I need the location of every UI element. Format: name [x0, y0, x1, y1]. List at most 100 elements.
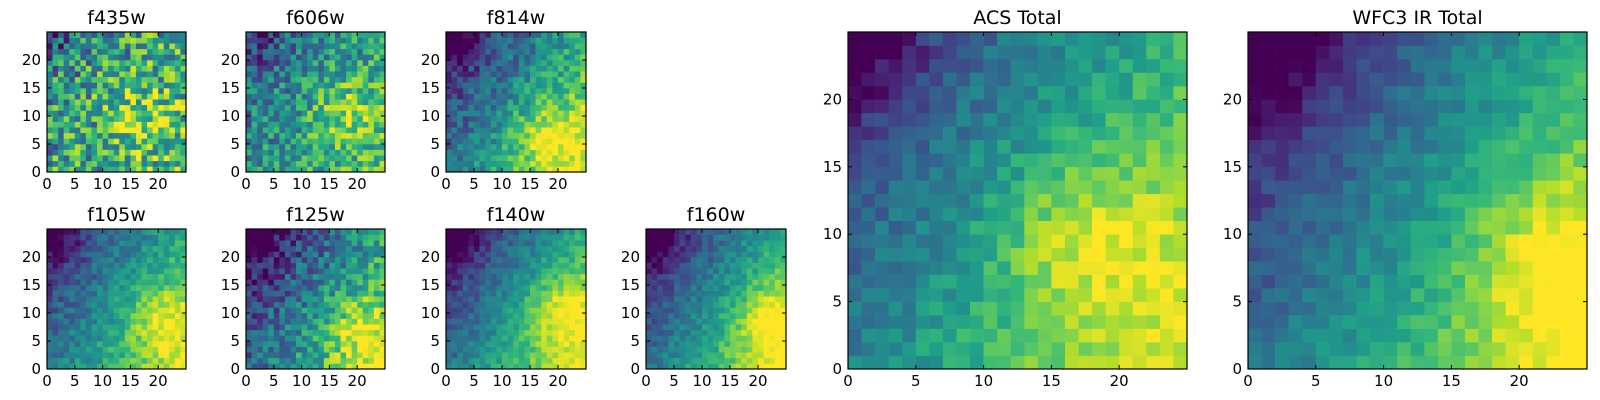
heatmap-cell — [301, 229, 308, 235]
heatmap-cell — [513, 240, 520, 247]
heatmap-cell — [468, 301, 475, 308]
heatmap-cell — [668, 346, 675, 353]
heatmap-cell — [713, 229, 720, 235]
heatmap-cell — [530, 301, 536, 308]
heatmap-cell — [246, 318, 252, 325]
heatmap-cell — [730, 363, 736, 370]
heatmap-cell — [141, 60, 148, 66]
heatmap-cell — [574, 110, 581, 117]
heatmap-cell — [262, 240, 269, 247]
heatmap-cell — [861, 342, 876, 356]
heatmap-cell — [158, 37, 165, 44]
heatmap-cell — [69, 71, 76, 78]
heatmap-cell — [713, 335, 720, 342]
heatmap-cell — [888, 180, 903, 195]
heatmap-cell — [718, 335, 725, 342]
heatmap-cell — [80, 48, 87, 55]
heatmap-cell — [135, 329, 142, 336]
heatmap-cell — [69, 149, 76, 156]
heatmap-cell — [357, 166, 364, 173]
heatmap-cell — [657, 357, 664, 364]
heatmap-cell — [108, 262, 115, 269]
heatmap-cell — [746, 257, 753, 263]
heatmap-cell — [524, 132, 531, 139]
heatmap-cell — [496, 93, 503, 100]
heatmap-cell — [52, 341, 59, 347]
heatmap-cell — [496, 245, 503, 252]
heatmap-cell — [569, 99, 576, 106]
heatmap-cell — [318, 285, 325, 291]
y-tick-label: 20 — [421, 248, 440, 266]
heatmap-cell — [657, 346, 664, 353]
heatmap-cell — [147, 273, 153, 280]
heatmap-cell — [373, 335, 380, 342]
heatmap-cell — [558, 268, 564, 275]
axes-frame — [445, 228, 587, 370]
heatmap-cell — [485, 318, 492, 325]
heatmap-cell — [518, 99, 525, 106]
heatmap-cell — [246, 240, 252, 247]
heatmap-cell — [346, 357, 352, 364]
heatmap-cell — [707, 234, 714, 241]
heatmap-cell — [102, 138, 109, 145]
heatmap-cell — [301, 65, 308, 72]
heatmap-cell — [58, 76, 64, 83]
heatmap-cell — [174, 37, 181, 44]
heatmap-cell — [124, 341, 131, 347]
heatmap-cell — [174, 160, 181, 167]
heatmap-cell — [169, 48, 176, 55]
heatmap-cell — [569, 240, 576, 247]
heatmap-cell — [373, 357, 380, 364]
heatmap-cell — [174, 48, 181, 55]
heatmap-cell — [262, 285, 269, 291]
heatmap-cell — [158, 32, 165, 38]
heatmap-cell — [379, 229, 386, 235]
heatmap-cell — [102, 82, 109, 89]
heatmap-cell — [108, 318, 115, 325]
heatmap-cell — [707, 285, 714, 291]
heatmap-cell — [273, 65, 280, 72]
heatmap-cell — [780, 363, 787, 370]
heatmap-cell — [152, 301, 159, 308]
heatmap-cell — [312, 285, 319, 291]
heatmap-cell — [91, 76, 98, 83]
heatmap-cell — [307, 82, 314, 89]
heatmap-cell — [141, 240, 148, 247]
heatmap-cell — [251, 234, 258, 241]
heatmap-cell — [373, 290, 380, 297]
heatmap-cell — [942, 234, 957, 248]
heatmap-cell — [329, 37, 336, 44]
heatmap-cell — [530, 43, 536, 50]
heatmap-cell — [279, 88, 286, 94]
heatmap-cell — [340, 245, 347, 252]
heatmap-cell — [563, 357, 570, 364]
heatmap-cell — [462, 37, 469, 44]
heatmap-cell — [696, 307, 703, 314]
heatmap-cell — [346, 290, 352, 297]
heatmap-cell — [340, 346, 347, 353]
heatmap-cell — [490, 324, 497, 331]
heatmap-cell — [362, 257, 369, 263]
heatmap-cell — [730, 318, 736, 325]
heatmap-cell — [758, 240, 764, 247]
heatmap-cell — [169, 346, 176, 353]
heatmap-cell — [479, 363, 486, 370]
heatmap-cell — [518, 285, 525, 291]
heatmap-cell — [69, 285, 76, 291]
heatmap-cell — [574, 82, 581, 89]
heatmap-cell — [685, 335, 692, 342]
heatmap-cell — [119, 121, 126, 128]
heatmap-cell — [58, 335, 64, 342]
heatmap-cell — [929, 355, 944, 370]
heatmap-cell — [273, 37, 280, 44]
heatmap-cell — [318, 262, 325, 269]
heatmap-cell — [746, 346, 753, 353]
heatmap-cell — [552, 116, 559, 122]
heatmap-cell — [552, 307, 559, 314]
heatmap-cell — [451, 262, 458, 269]
heatmap-cell — [546, 132, 553, 139]
heatmap-cell — [108, 60, 115, 66]
heatmap-cell — [351, 313, 358, 319]
heatmap-cell — [502, 121, 508, 128]
heatmap-cell — [163, 285, 170, 291]
